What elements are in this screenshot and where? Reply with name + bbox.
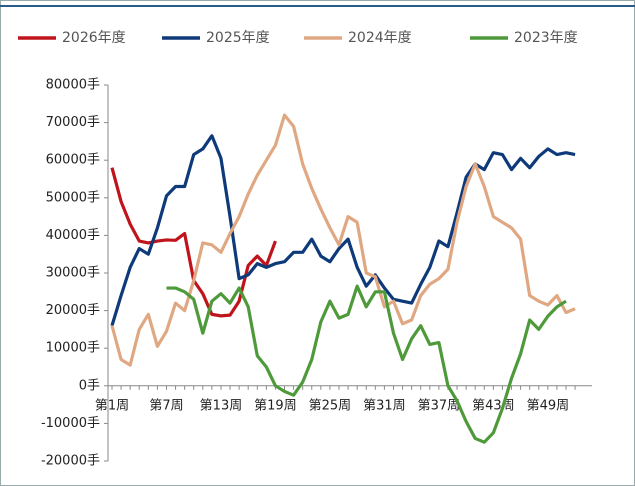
x-tick-label: 第13周 bbox=[200, 398, 243, 413]
x-tick-label: 第1周 bbox=[95, 398, 129, 413]
x-tick-label: 第37周 bbox=[418, 398, 461, 413]
series-line bbox=[166, 284, 567, 444]
y-tick-label: 70000手 bbox=[46, 115, 100, 130]
x-tick-label: 第31周 bbox=[363, 398, 406, 413]
y-tick-label: 60000手 bbox=[46, 153, 100, 168]
legend-label: 2025年度 bbox=[206, 30, 270, 46]
y-tick-label: 80000手 bbox=[46, 78, 100, 93]
series-line bbox=[110, 113, 576, 367]
y-tick-label: 0手 bbox=[79, 378, 100, 393]
x-tick-label: 第7周 bbox=[149, 398, 183, 413]
y-tick-label: 10000手 bbox=[46, 341, 100, 356]
x-tick-label: 第49周 bbox=[527, 398, 570, 413]
x-tick-label: 第43周 bbox=[472, 398, 515, 413]
y-tick-label: -20000手 bbox=[41, 454, 100, 469]
series-line bbox=[110, 134, 576, 327]
y-tick-label: 50000手 bbox=[46, 190, 100, 205]
y-tick-label: 30000手 bbox=[46, 266, 100, 281]
x-tick-label: 第25周 bbox=[309, 398, 352, 413]
y-tick-label: -10000手 bbox=[41, 416, 100, 431]
legend-label: 2026年度 bbox=[62, 30, 126, 46]
y-tick-label: 20000手 bbox=[46, 303, 100, 318]
x-tick-label: 第19周 bbox=[254, 398, 297, 413]
y-tick-label: 40000手 bbox=[46, 228, 100, 243]
legend-label: 2024年度 bbox=[348, 30, 412, 46]
legend-label: 2023年度 bbox=[514, 30, 578, 46]
